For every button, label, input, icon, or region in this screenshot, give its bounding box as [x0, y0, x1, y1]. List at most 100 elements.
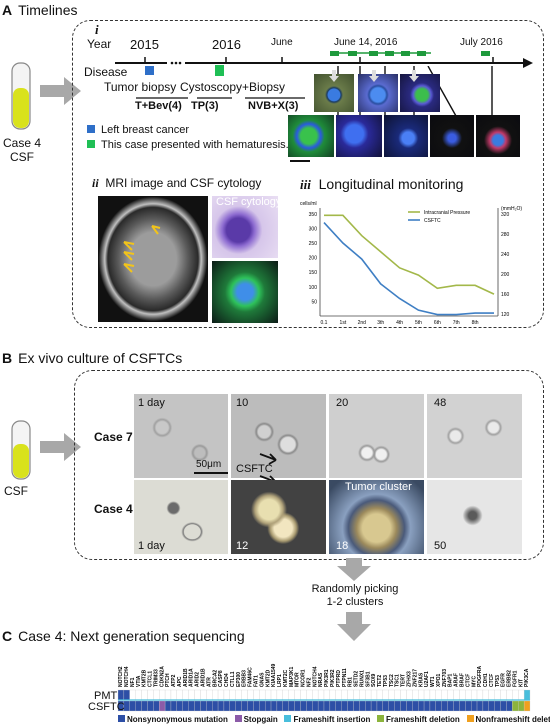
culture-case7-day48 [427, 394, 522, 478]
gene-label: CTCF [465, 674, 471, 687]
x-tick: 6th [434, 320, 441, 326]
mutation-cell [406, 689, 413, 701]
disease-label: Disease [84, 65, 128, 79]
mutation-cell [247, 689, 254, 701]
mutation-cell [312, 700, 319, 712]
gene-label: BRAF [459, 673, 465, 687]
mutation-cell [447, 700, 454, 712]
y-tick-left: 350 [309, 212, 318, 218]
legend-item-fs-ins: Frameshift insertion [284, 715, 370, 724]
panel-ii-title: ii MRI image and CSF cytology [92, 176, 262, 190]
x-tick: 1st [340, 320, 347, 326]
mutation-cell [153, 689, 160, 701]
mutation-cell [406, 700, 413, 712]
gene-label: KIT [518, 679, 524, 687]
mutation-cell [435, 689, 442, 701]
mutation-cell [500, 700, 507, 712]
gene-label: PTPRD [336, 670, 342, 687]
section-a-heading: A Timelines [2, 2, 78, 18]
mutation-cell [294, 689, 301, 701]
gene-label: NOTCH4 [312, 666, 318, 687]
mutation-cell [259, 689, 266, 701]
mutation-cell [382, 689, 389, 701]
culture-case4-day50 [427, 480, 522, 554]
mutation-cell [470, 689, 478, 701]
legend-swatch-stopgain [234, 715, 242, 722]
mutation-cell [370, 700, 378, 712]
gene-label: EP300 [236, 672, 242, 687]
gene-label: KMT2D [265, 669, 271, 687]
mutation-cell [323, 700, 331, 712]
mutation-cell [476, 700, 484, 712]
mutation-cell [518, 689, 525, 701]
breast-cancer-marker [145, 66, 154, 75]
csf-cytology-label: CSF cytology [216, 196, 282, 208]
gene-label: ZNF217 [412, 669, 418, 687]
mutation-cell [159, 689, 166, 701]
mutation-cell [341, 700, 348, 712]
legend-swatch-blue [87, 125, 95, 133]
mutation-cell [288, 700, 295, 712]
mutation-cell [282, 689, 289, 701]
legend-label-0: Intracranial Pressure [424, 210, 470, 216]
gene-label: PIK3R2 [330, 669, 336, 687]
mutation-cell [512, 700, 519, 712]
gene-label: CASP8 [218, 670, 224, 687]
legend-item-stopgain: Stopgain [234, 715, 278, 724]
event-cystoscopy: Cystoscopy+Biopsy [180, 80, 286, 94]
mutation-cell [129, 689, 136, 701]
mutation-cell [253, 700, 260, 712]
mutation-cell [229, 700, 236, 712]
mutation-cell [441, 689, 448, 701]
gene-label: PTCH [165, 673, 171, 687]
mutation-cell [359, 700, 366, 712]
date-july-2016: July 2016 [460, 37, 503, 48]
mutation-cell [212, 700, 219, 712]
mutation-cell [147, 700, 154, 712]
gene-label: MYC [471, 676, 477, 688]
gene-label: TRIM33 [153, 669, 159, 687]
mutation-cell [347, 689, 354, 701]
mutation-cell [123, 689, 130, 701]
mutation-cell [323, 689, 331, 701]
mutation-cell [300, 689, 307, 701]
right-arrow-icon [40, 77, 81, 105]
year-label: Year [87, 37, 112, 51]
mutation-cell [388, 689, 395, 701]
y-tick-left: 50 [311, 299, 317, 305]
mutation-cell [370, 689, 378, 701]
mutation-cell [170, 700, 178, 712]
section-b-heading: B Ex vivo culture of CSFTCs [2, 350, 183, 366]
mutation-cell [453, 700, 460, 712]
mutation-cell [235, 689, 242, 701]
mutation-cell [335, 700, 342, 712]
mutation-cell [117, 689, 125, 701]
csf-tube-label: CSF [4, 484, 28, 498]
y-tick-left: 200 [309, 256, 318, 262]
legend-label-1: CSFTC [424, 218, 441, 224]
mutation-cell [441, 700, 448, 712]
mri-image [98, 196, 208, 322]
y-tick-left: 250 [309, 241, 318, 247]
mutation-cell [235, 700, 242, 712]
y-tick-right: 240 [501, 252, 510, 258]
mutation-cell [400, 700, 407, 712]
gene-label: ERBB3 [242, 670, 248, 687]
mutation-cell [253, 689, 260, 701]
year-june: June [271, 37, 293, 48]
hematuresis-marker [215, 65, 224, 76]
mutation-cell [518, 700, 525, 712]
gene-label: MAP3K1 [289, 666, 295, 687]
gene-label: ARAF [454, 673, 460, 687]
x-tick: 3th [377, 320, 384, 326]
mutation-cell [135, 700, 142, 712]
gene-label: KMT2C [283, 669, 289, 687]
mutation-cell [412, 700, 419, 712]
culture-case4-day18 [329, 480, 424, 554]
culture-case7-day10 [231, 394, 326, 478]
gene-label: ARID1A [189, 668, 195, 687]
mutation-cell [194, 700, 201, 712]
mutation-cell [376, 700, 384, 712]
gene-label: KRAS [418, 672, 424, 687]
gene-label: FGFR1 [512, 670, 518, 687]
